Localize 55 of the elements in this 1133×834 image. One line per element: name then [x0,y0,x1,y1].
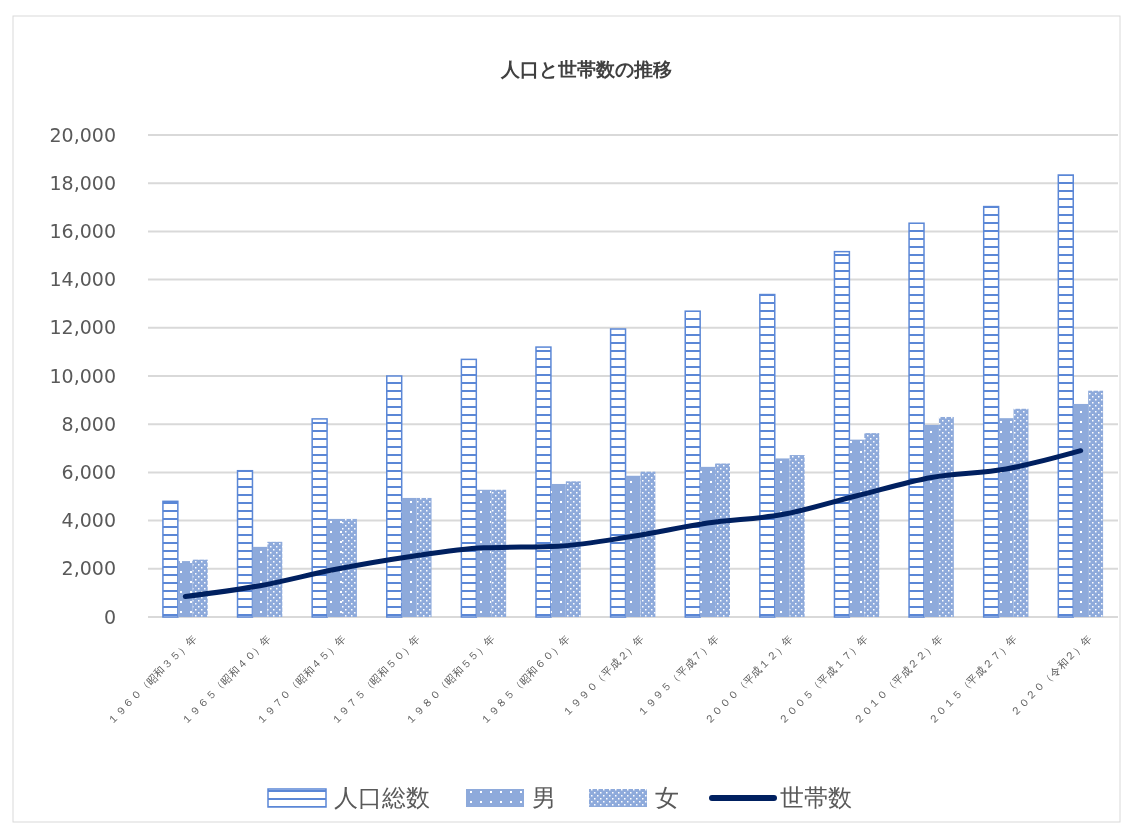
bar [924,424,939,617]
bar [625,475,641,617]
bar [460,358,478,618]
y-tick-label: 12,000 [49,316,116,339]
bar [327,518,342,617]
bar [236,469,254,618]
bar [565,481,581,617]
y-tick-label: 8,000 [61,412,116,435]
y-tick-label: 14,000 [49,268,116,291]
y-tick-label: 2,000 [61,557,116,580]
bar [162,500,179,618]
bar [491,489,507,617]
bar [640,471,656,617]
bar [386,375,403,618]
bar [864,433,880,617]
y-tick-label: 20,000 [49,123,116,146]
bar [1013,408,1029,617]
legend-label: 世帯数 [780,784,852,813]
bar [938,416,954,617]
bar [311,418,328,618]
bar [700,466,716,617]
bar [684,310,701,618]
bar [1057,174,1074,618]
bar [982,205,1000,618]
bar [759,293,776,618]
bar [1088,390,1104,617]
y-tick-label: 6,000 [61,461,116,484]
bar [998,418,1014,617]
bar [609,328,627,618]
bar [267,541,283,617]
bar [774,458,790,617]
legend-label: 人口総数 [334,784,430,813]
legend-label: 女 [655,784,679,813]
y-tick-label: 4,000 [61,509,116,532]
bar [401,497,417,617]
bar [535,346,552,618]
bar [252,546,268,617]
bar [715,463,730,617]
bar [416,497,432,617]
bar [1073,403,1089,617]
bar [908,222,925,618]
legend-label: 男 [532,784,556,813]
y-tick-label: 0 [103,605,116,628]
bar [177,561,193,617]
bar [476,489,492,617]
bar [833,250,851,618]
bar [849,439,865,617]
chart-title: 人口と世帯数の推移 [500,58,672,80]
bar [789,455,805,617]
y-tick-label: 10,000 [49,364,116,387]
bar [192,559,208,617]
bar [342,518,357,617]
y-tick-label: 16,000 [49,220,116,243]
bar [550,483,566,617]
y-tick-label: 18,000 [49,171,116,194]
